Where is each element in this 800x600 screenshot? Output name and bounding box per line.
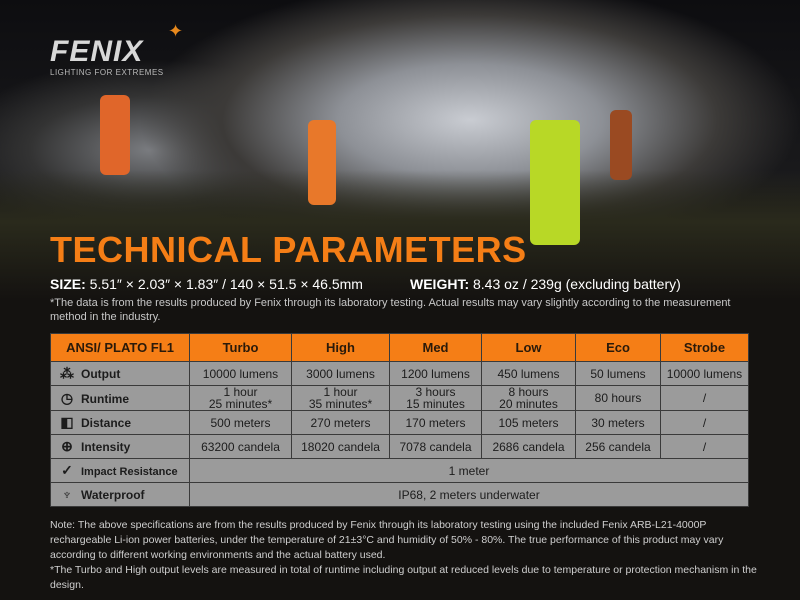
table-cell: 256 candela [575, 434, 661, 459]
table-cell: 30 meters [575, 410, 661, 435]
table-row: ♆ Waterproof IP68, 2 meters underwater [50, 482, 749, 507]
row-label-text: Waterproof [81, 488, 145, 502]
table-cell: IP68, 2 meters underwater [189, 482, 749, 507]
table-cell: 3000 lumens [291, 361, 390, 386]
table-row: ✓ Impact Resistance 1 meter [50, 458, 749, 483]
worker-figure [610, 110, 632, 180]
table-cell: 50 lumens [575, 361, 661, 386]
star-icon: ✦ [168, 21, 184, 41]
row-label-text: Impact Resistance [81, 465, 178, 478]
row-label: ✓ Impact Resistance [50, 458, 190, 483]
table-cell: 7078 candela [389, 434, 482, 459]
column-header: ANSI/ PLATO FL1 [50, 333, 190, 362]
row-label: ◷ Runtime [50, 385, 190, 411]
row-label-text: Runtime [81, 391, 129, 406]
table-cell: 500 meters [189, 410, 292, 435]
row-label-text: Intensity [81, 440, 131, 454]
table-cell: / [660, 385, 749, 411]
row-label: ⁂ Output [50, 361, 190, 386]
page-title: TECHNICAL PARAMETERS [50, 229, 527, 270]
table-cell: 270 meters [291, 410, 390, 435]
table-cell: 1 hour 25 minutes* [189, 385, 292, 411]
table-cell: / [660, 410, 749, 435]
table-cell: 8 hours 20 minutes [481, 385, 576, 411]
beam-distance-icon: ◧ [60, 414, 74, 430]
brand-name: FENIX [50, 35, 144, 68]
table-cell: 80 hours [575, 385, 661, 411]
weight-label: WEIGHT: [410, 276, 470, 292]
column-header: High [291, 333, 390, 362]
weight-value: 8.43 oz / 239g (excluding battery) [473, 276, 681, 292]
table-row: ◷ Runtime 1 hour 25 minutes* 1 hour 35 minu… [50, 385, 749, 411]
row-label: ♆ Waterproof [50, 482, 190, 507]
table-cell: 1 hour 35 minutes* [291, 385, 390, 411]
column-header: Eco [575, 333, 661, 362]
hero-photo [0, 0, 800, 300]
row-label: ⊕ Intensity [50, 434, 190, 459]
table-cell: 1200 lumens [389, 361, 482, 386]
footnotes: Note: The above specifications are from … [50, 518, 760, 593]
size-spec: SIZE: 5.51″ × 2.03″ × 1.83″ / 140 × 51.5… [50, 276, 363, 292]
table-cell: 10000 lumens [189, 361, 292, 386]
light-burst-icon: ⁂ [60, 365, 74, 381]
brand-tagline: LIGHTING FOR EXTREMES [50, 68, 164, 77]
note-text: Note: The above specifications are from … [50, 519, 724, 561]
table-cell: 3 hours 15 minutes [389, 385, 482, 411]
intensity-icon: ⊕ [61, 438, 73, 454]
table-row: ⊕ Intensity 63200 candela 18020 candela 7078… [50, 434, 749, 459]
table-cell: 1 meter [189, 458, 749, 483]
grass [0, 170, 800, 300]
impact-icon: ✓ [61, 461, 73, 478]
table-cell: 10000 lumens [660, 361, 749, 386]
worker-figure [100, 95, 130, 175]
worker-figure [308, 120, 336, 205]
row-label-text: Distance [81, 416, 132, 430]
weight-spec: WEIGHT: 8.43 oz / 239g (excluding batter… [410, 276, 681, 292]
size-label: SIZE: [50, 276, 86, 292]
table-cell: 63200 candela [189, 434, 292, 459]
table-row: ◧ Distance 500 meters 270 meters 170 meters 1… [50, 410, 749, 435]
waterproof-icon: ♆ [61, 486, 73, 502]
table-cell: 2686 candela [481, 434, 576, 459]
table-cell: 18020 candela [291, 434, 390, 459]
disclaimer: *The data is from the results produced b… [50, 297, 731, 323]
column-header: Turbo [189, 333, 292, 362]
column-header: Low [481, 333, 576, 362]
row-label: ◧ Distance [50, 410, 190, 435]
table-cell: 105 meters [481, 410, 576, 435]
worker-figure [530, 120, 580, 245]
table-cell: 170 meters [389, 410, 482, 435]
column-header: Med [389, 333, 482, 362]
table-cell: / [660, 434, 749, 459]
table-header: ANSI/ PLATO FL1 Turbo High Med Low Eco Strobe [50, 333, 749, 362]
size-value: 5.51″ × 2.03″ × 1.83″ / 140 × 51.5 × 46.… [89, 276, 363, 292]
spec-table: ANSI/ PLATO FL1 Turbo High Med Low Eco Strobe … [50, 333, 749, 507]
note-text: *The Turbo and High output levels are me… [50, 564, 757, 591]
row-label-text: Output [81, 367, 121, 381]
fenix-logo: FENIX ✦ LIGHTING FOR EXTREMES [50, 22, 183, 78]
column-header: Strobe [660, 333, 749, 362]
table-row: ⁂ Output 10000 lumens 3000 lumens 1200 lumen… [50, 361, 749, 386]
table-cell: 450 lumens [481, 361, 576, 386]
clock-icon: ◷ [60, 389, 74, 406]
